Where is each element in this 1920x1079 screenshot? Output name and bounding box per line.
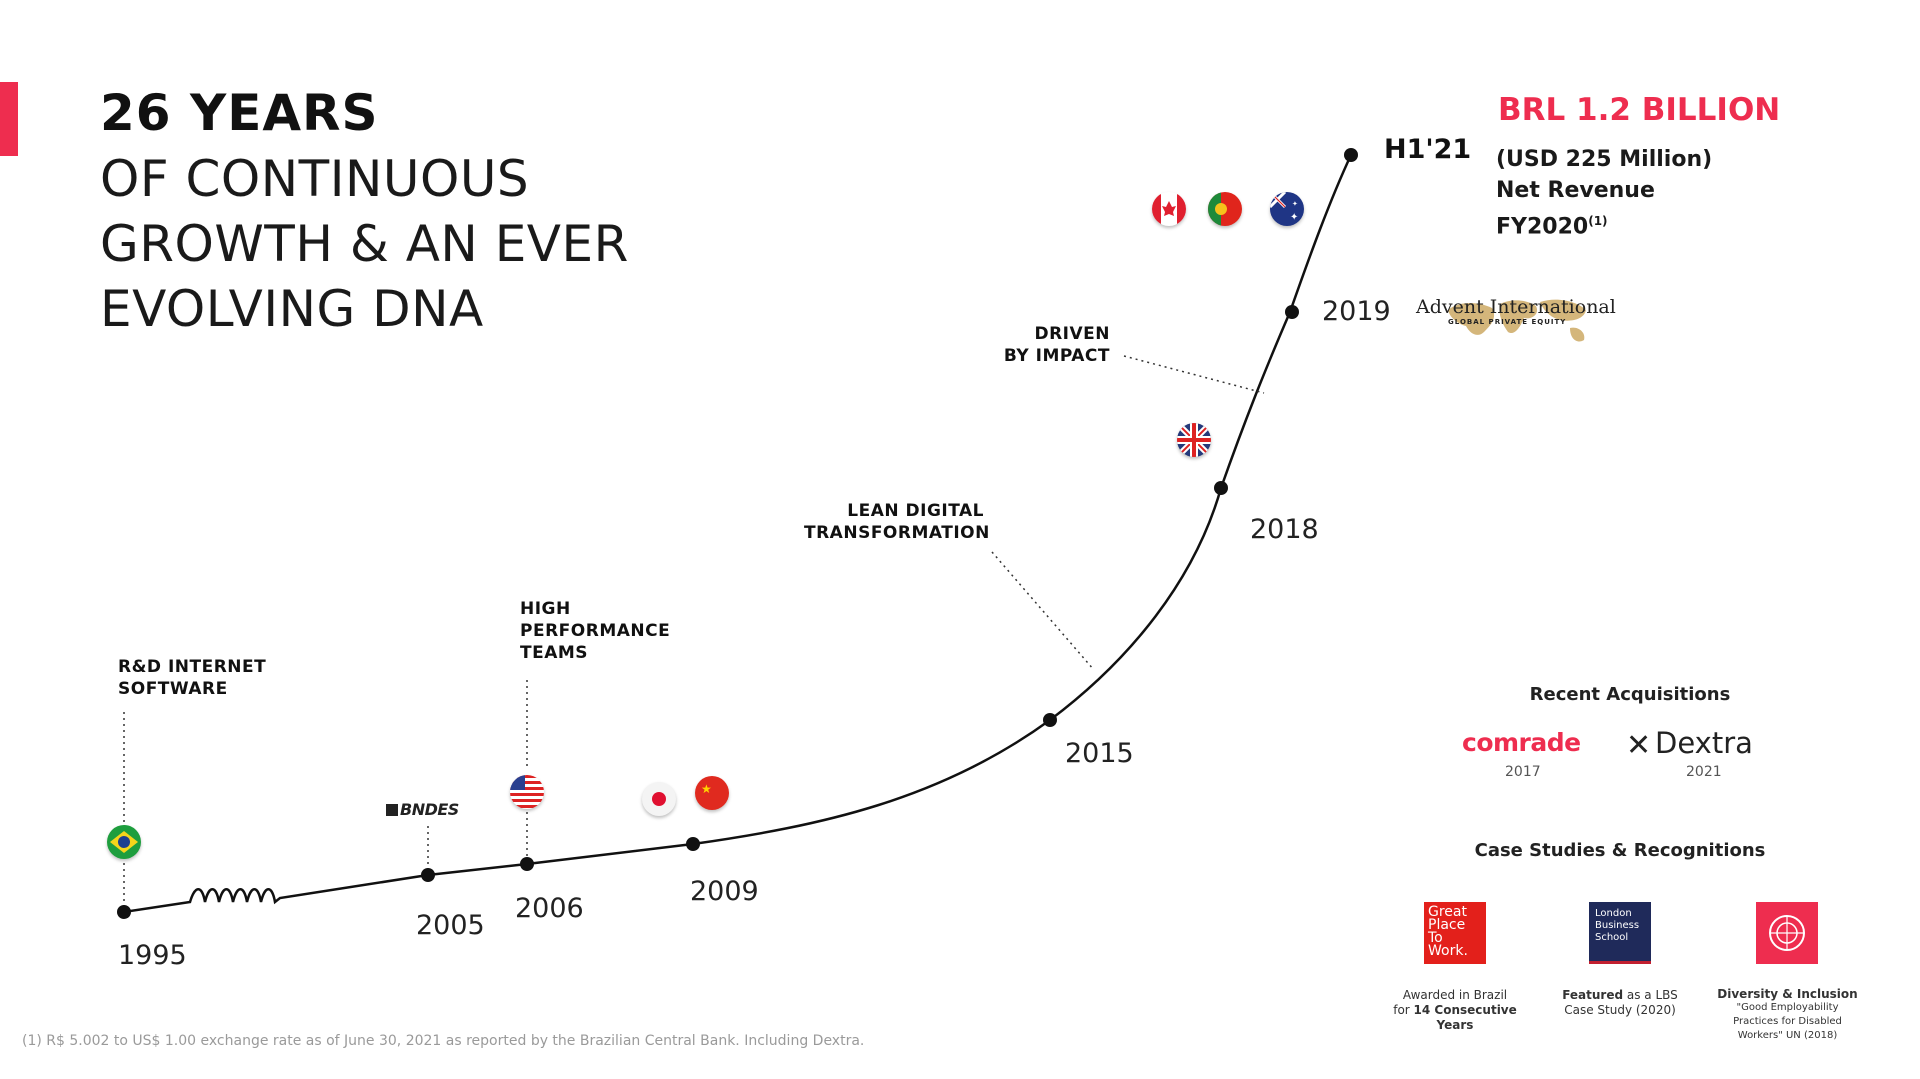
svg-text:★: ★: [701, 782, 712, 796]
dextra-year: 2021: [1686, 764, 1722, 780]
accent-bar: [0, 82, 18, 156]
bndes-mark-icon: [386, 804, 398, 816]
year-h121: H1'21: [1384, 134, 1472, 165]
milestone-lean: LEAN DIGITAL TRANSFORMATION: [804, 501, 990, 543]
point-2009: [686, 837, 700, 851]
title-line-1: OF CONTINUOUS: [100, 150, 530, 208]
dextra-x-icon: ✕: [1626, 728, 1652, 763]
bndes-logo: BNDES: [386, 800, 459, 819]
milestone-high-performance: HIGH PERFORMANCE TEAMS: [520, 599, 671, 663]
svg-text:✦: ✦: [1292, 200, 1298, 208]
year-2006: 2006: [515, 893, 584, 924]
lbs-caption: Featured as a LBS Case Study (2020): [1562, 988, 1678, 1017]
point-2018: [1214, 481, 1228, 495]
point-2005: [421, 868, 435, 882]
comrade-logo: comrade: [1462, 728, 1581, 757]
dextra-logo: Dextra: [1655, 726, 1753, 760]
world-map-icon: [1448, 299, 1586, 342]
japan-flag: [642, 782, 676, 816]
milestone-impact: DRIVEN BY IMPACT: [1003, 324, 1110, 366]
advent-tagline: GLOBAL PRIVATE EQUITY: [1448, 318, 1567, 326]
gptw-logo: Great Place To Work.: [1424, 902, 1486, 964]
growth-curve: [123, 154, 1353, 914]
advent-logo: Advent International: [1416, 296, 1616, 318]
china-flag: ★: [695, 776, 729, 810]
milestone-rd: R&D INTERNET SOFTWARE: [118, 657, 267, 699]
revenue-detail: (USD 225 Million) Net Revenue FY2020(1): [1496, 147, 1713, 240]
acquisitions-title: Recent Acquisitions: [1529, 684, 1731, 705]
title-line-3: EVOLVING DNA: [100, 280, 484, 338]
point-2019: [1285, 305, 1299, 319]
australia-flag: ✦ ✦: [1270, 192, 1304, 226]
point-2006: [520, 857, 534, 871]
un-emblem-icon: [1769, 915, 1805, 951]
brazil-flag: [107, 825, 141, 859]
comrade-year: 2017: [1505, 764, 1541, 780]
point-2015: [1043, 713, 1057, 727]
point-1995: [117, 905, 131, 919]
usa-flag: [510, 775, 544, 809]
gptw-caption: Awarded in Brazil for 14 Consecutive Yea…: [1393, 988, 1517, 1032]
recognitions-title: Case Studies & Recognitions: [1474, 840, 1766, 861]
point-h121: [1344, 148, 1358, 162]
year-2019: 2019: [1322, 296, 1391, 327]
year-2005: 2005: [416, 910, 485, 941]
title-line-2: GROWTH & AN EVER: [100, 215, 629, 273]
uk-flag: [1177, 423, 1211, 457]
year-2009: 2009: [690, 876, 759, 907]
un-caption: Diversity & Inclusion "Good Employabilit…: [1717, 987, 1858, 1041]
portugal-flag: [1208, 192, 1242, 226]
year-2018: 2018: [1250, 514, 1319, 545]
revenue-headline: BRL 1.2 BILLION: [1498, 92, 1781, 128]
leader-impact: [1123, 355, 1265, 394]
svg-text:✦: ✦: [1290, 212, 1298, 223]
year-1995: 1995: [118, 940, 187, 971]
year-2015: 2015: [1065, 738, 1134, 769]
un-logo: [1756, 902, 1818, 964]
canada-flag: [1152, 192, 1186, 226]
title-bold: 26 YEARS: [100, 84, 379, 142]
leader-lean: [991, 551, 1095, 671]
lbs-logo: London Business School: [1589, 902, 1651, 964]
footnote: (1) R$ 5.002 to US$ 1.00 exchange rate a…: [22, 1033, 865, 1049]
